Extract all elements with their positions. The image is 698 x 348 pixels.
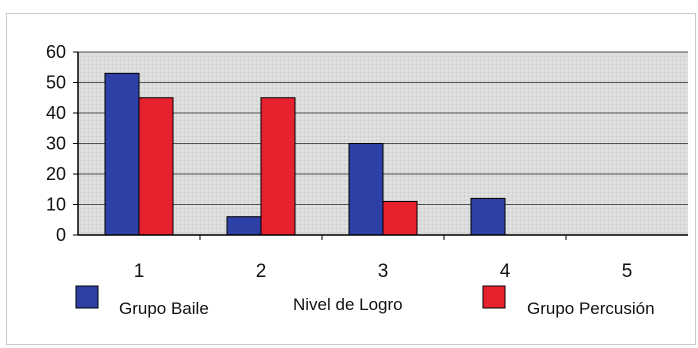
x-tick-label-5: 5 [622,261,633,282]
legend-label-grupo-percusion: Grupo Percusión [527,299,655,318]
x-tick-label-2: 2 [256,261,267,282]
bar-grupo-baile-4 [470,197,506,236]
legend-swatch-grupo-percusion [482,285,506,309]
bar-grupo-baile-3 [348,143,384,236]
y-tick-label-40: 40 [46,103,66,123]
x-axis-title: Nivel de Logro [293,295,403,314]
y-tick-label-60: 60 [46,42,66,62]
y-tick-label-10: 10 [46,195,66,215]
bar-grupo-percusion-1 [138,97,174,236]
bar-grupo-baile-2 [226,216,262,236]
y-tick-labels: 0 10 20 30 40 50 60 [46,42,78,245]
y-tick-label-50: 50 [46,73,66,93]
x-tick-label-3: 3 [378,261,389,282]
y-tick-label-0: 0 [56,225,66,245]
legend-swatch-grupo-baile [75,285,99,309]
y-tick-label-30: 30 [46,134,66,154]
legend-label-grupo-baile: Grupo Baile [119,299,209,318]
bar-grupo-baile-1 [104,72,140,236]
bar-grupo-percusion-3 [382,200,418,236]
x-tick-labels: 1 2 3 4 5 [134,235,633,282]
y-tick-label-20: 20 [46,164,66,184]
x-tick-label-1: 1 [134,261,145,282]
bar-grupo-percusion-2 [260,97,296,236]
x-tick-label-4: 4 [500,261,511,282]
